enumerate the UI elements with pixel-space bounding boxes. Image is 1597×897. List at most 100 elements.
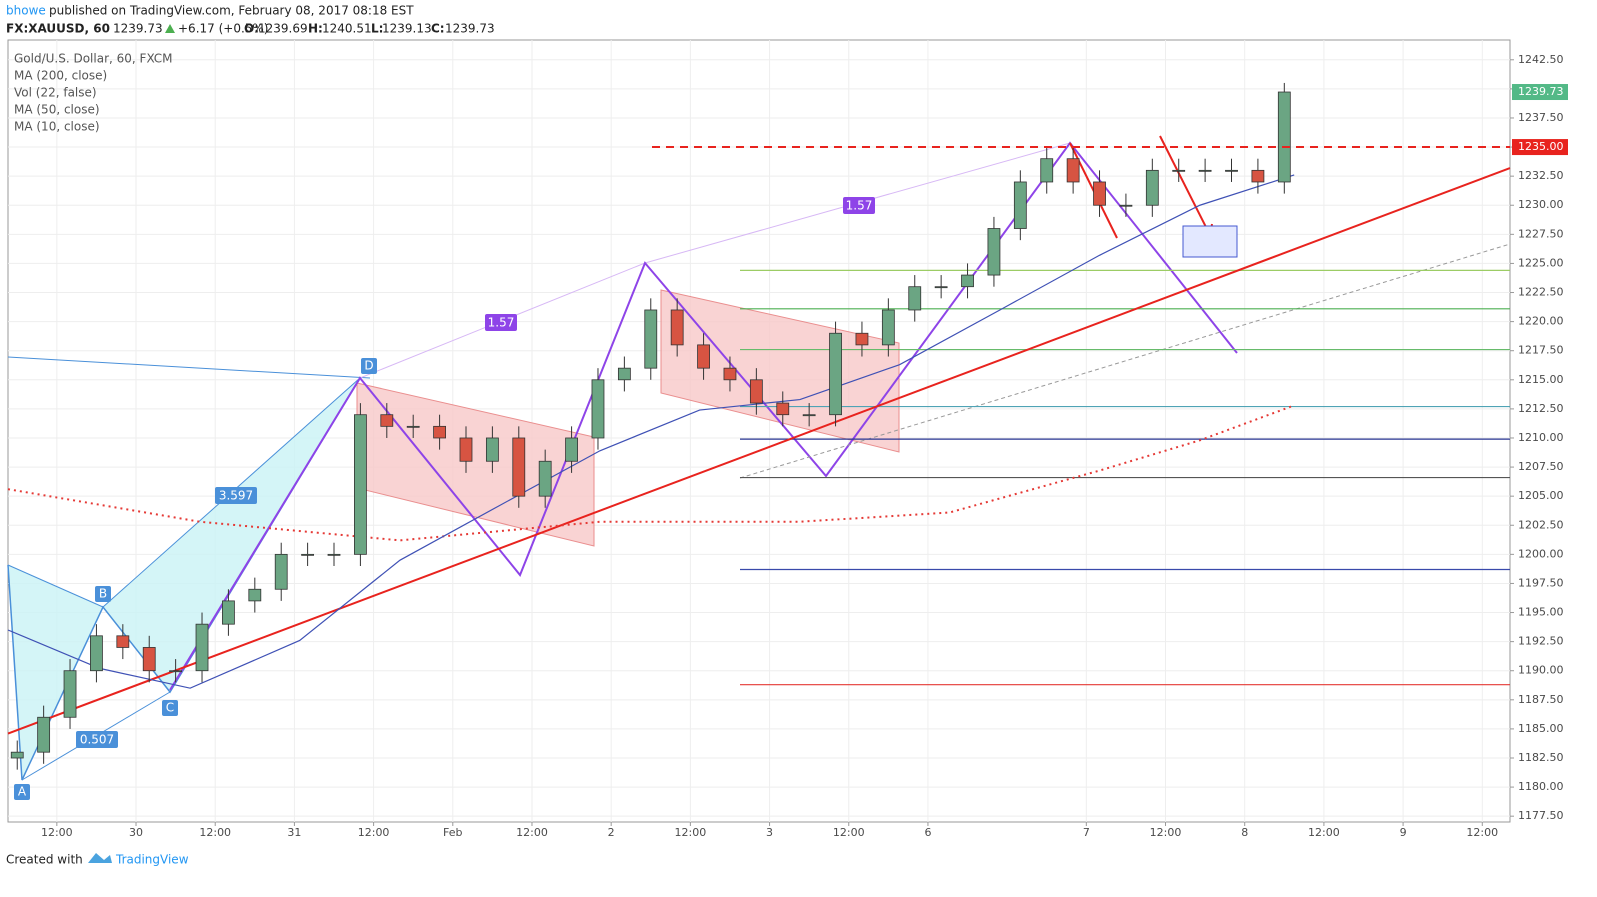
x-tick-label: 30	[129, 826, 143, 839]
x-tick-label: 9	[1400, 826, 1407, 839]
candle-body	[222, 600, 235, 625]
price-box	[1512, 139, 1568, 156]
candle	[301, 542, 315, 566]
up-arrow	[165, 24, 175, 33]
y-tick-label: 1232.50	[1518, 169, 1564, 182]
candle-body	[1093, 181, 1106, 206]
pattern-fill	[8, 565, 103, 780]
published: published on TradingView.com, February 0…	[49, 4, 414, 18]
moving-average	[7, 174, 1295, 689]
candle-body	[512, 437, 526, 497]
candle-body	[855, 332, 869, 346]
candle-body	[934, 286, 948, 289]
x-tick-label: Feb	[443, 826, 462, 839]
ohlc-key: O:	[244, 22, 259, 36]
label-box	[215, 487, 257, 504]
x-tick-label: 12:00	[199, 826, 231, 839]
candle-body	[301, 553, 315, 556]
y-tick-label: 1185.00	[1518, 722, 1564, 735]
candle-body	[248, 588, 262, 602]
candle-body	[459, 437, 473, 462]
legend-entry[interactable]: MA (10, close)	[14, 120, 100, 134]
y-tick-label: 1225.00	[1518, 256, 1564, 269]
x-tick-label: 12:00	[1466, 826, 1498, 839]
y-tick-label: 1237.50	[1518, 111, 1564, 124]
ohlc-value: 1240.51	[322, 22, 372, 36]
candle	[881, 298, 895, 357]
candle-body	[485, 437, 499, 462]
candle	[63, 659, 77, 729]
candle	[433, 414, 446, 450]
candle	[591, 368, 605, 450]
ratio-label: 1.57	[846, 199, 873, 213]
candle-body	[90, 635, 103, 672]
ohlc-value: 1239.13	[382, 22, 432, 36]
candle-body	[1172, 169, 1186, 172]
candle	[10, 740, 24, 770]
candle	[538, 449, 552, 508]
y-tick-label: 1220.00	[1518, 315, 1564, 328]
y-tick-label: 1187.50	[1518, 693, 1564, 706]
candle	[116, 624, 130, 660]
y-tick-label: 1212.50	[1518, 402, 1564, 415]
candle	[512, 426, 526, 508]
candle	[855, 321, 869, 357]
candle	[1066, 147, 1080, 194]
candle	[908, 275, 922, 322]
legend-entry[interactable]: MA (50, close)	[14, 103, 100, 117]
legend-entry[interactable]: MA (200, close)	[14, 69, 107, 83]
candle	[617, 356, 631, 392]
x-tick-label: 12:00	[833, 826, 865, 839]
candle	[380, 403, 394, 438]
label-box	[485, 314, 517, 331]
candle-body	[169, 670, 183, 673]
candle-body	[881, 309, 895, 346]
x-tick-label: 3	[766, 826, 773, 839]
candle-body	[987, 228, 1001, 276]
candle	[1093, 170, 1106, 217]
candle-body	[1145, 169, 1159, 206]
x-tick-label: 2	[608, 826, 615, 839]
legend-entry[interactable]: Vol (22, false)	[14, 86, 97, 100]
ratio-label: 1.57	[488, 316, 515, 330]
x-tick-label: 6	[924, 826, 931, 839]
candle-body	[644, 309, 658, 369]
candle	[195, 612, 209, 683]
candle	[90, 624, 103, 683]
plot	[7, 82, 1511, 770]
candle-body	[961, 274, 974, 288]
candle	[169, 659, 183, 683]
candle-body	[274, 553, 288, 590]
y-tick-label: 1180.00	[1518, 780, 1564, 793]
candle-body	[1251, 169, 1265, 183]
author[interactable]: bhowe	[6, 4, 46, 18]
trendline	[7, 167, 1511, 735]
candle	[1225, 158, 1238, 182]
logo	[88, 853, 112, 863]
candle-body	[327, 553, 341, 556]
ohlc-key: L:	[371, 22, 383, 36]
x-tick-label: 7	[1083, 826, 1090, 839]
candle	[1013, 170, 1027, 241]
candle	[776, 391, 790, 427]
candle-body	[1198, 169, 1212, 172]
target-box	[1182, 225, 1238, 258]
y-tick-label: 1197.50	[1518, 576, 1564, 589]
candle	[459, 426, 473, 473]
candle-body	[10, 751, 24, 759]
candle	[327, 542, 341, 566]
label-box	[14, 784, 30, 800]
candle-body	[1225, 169, 1238, 172]
moving-average	[7, 404, 1295, 542]
y-tick-label: 1205.00	[1518, 489, 1564, 502]
point-label: C	[166, 701, 174, 715]
y-tick-label: 1227.50	[1518, 227, 1564, 240]
ohlc-key: H:	[308, 22, 323, 36]
candle	[749, 368, 763, 415]
candle	[1251, 158, 1265, 194]
pattern-line	[7, 356, 371, 379]
footer-brand[interactable]: TradingView	[115, 853, 189, 867]
candle	[406, 414, 420, 438]
label-box	[76, 731, 118, 748]
candle-body	[670, 309, 684, 346]
